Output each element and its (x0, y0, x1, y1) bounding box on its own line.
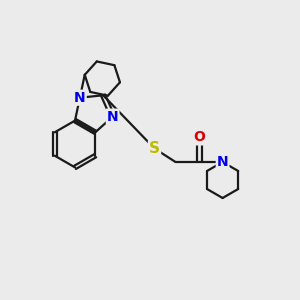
Text: S: S (149, 141, 160, 156)
Text: N: N (107, 110, 118, 124)
Text: N: N (74, 91, 86, 105)
Text: N: N (217, 155, 228, 169)
Text: O: O (194, 130, 206, 144)
